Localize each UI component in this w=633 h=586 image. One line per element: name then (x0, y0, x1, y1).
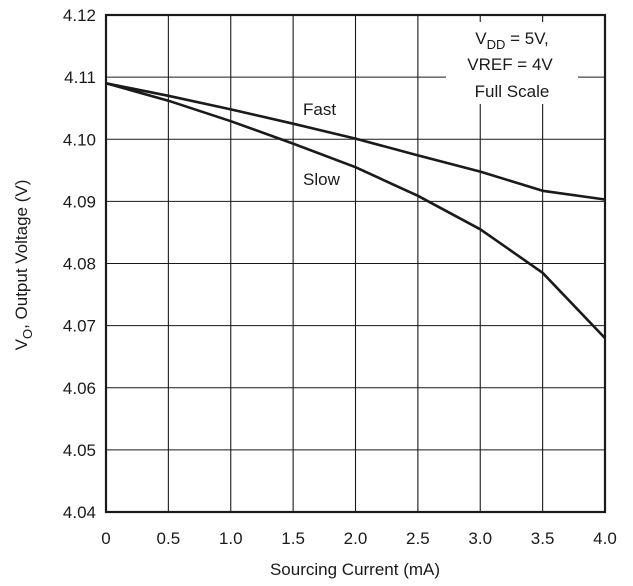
y-tick-label: 4.12 (63, 6, 96, 25)
series-lines: Fast Slow (105, 82, 606, 339)
y-axis-title: VO, Output Voltage (V) (12, 180, 35, 351)
x-tick-label: 0.5 (157, 529, 181, 548)
series-line-slow (105, 82, 606, 339)
annotation-vdd-subscript: DD (487, 37, 506, 52)
annotation-line-vref: VREF = 4V (467, 55, 553, 74)
y-axis-title-symbol: V (12, 338, 31, 350)
y-tick-label: 4.05 (63, 441, 96, 460)
x-tick-label: 1.5 (281, 529, 305, 548)
annotation-vdd-value: = 5V, (505, 29, 548, 48)
plot-frame (104, 13, 607, 514)
y-axis-title-subscript: O (20, 329, 35, 339)
annotation-line-fullscale: Full Scale (475, 82, 550, 101)
y-tick-label: 4.04 (63, 503, 96, 522)
x-tick-label: 2.0 (344, 529, 368, 548)
series-line-fast (105, 82, 606, 201)
x-tick-label: 1.0 (219, 529, 243, 548)
series-label-slow: Slow (303, 170, 341, 189)
y-tick-label: 4.09 (63, 192, 96, 211)
series-label-fast: Fast (303, 100, 336, 119)
y-tick-label: 4.06 (63, 379, 96, 398)
y-tick-label: 4.07 (63, 317, 96, 336)
x-tick-labels: 0 0.5 1.0 1.5 2.0 2.5 3.0 3.5 4.0 (101, 529, 617, 548)
y-tick-label: 4.10 (63, 130, 96, 149)
y-tick-label: 4.11 (64, 68, 96, 87)
annotation-line-vdd: VDD = 5V, (475, 29, 548, 52)
annotation-vdd-symbol: V (475, 29, 487, 48)
x-tick-label: 3.0 (468, 529, 492, 548)
x-tick-label: 4.0 (593, 529, 617, 548)
x-axis-title: Sourcing Current (mA) (270, 560, 440, 579)
x-tick-label: 3.5 (531, 529, 555, 548)
y-tick-labels: 4.04 4.05 4.06 4.07 4.08 4.09 4.10 4.11 4.12 (63, 6, 96, 522)
x-tick-label: 0 (101, 529, 110, 548)
y-axis-title-rest: , Output Voltage (V) (12, 180, 31, 329)
x-tick-label: 2.5 (406, 529, 430, 548)
y-tick-label: 4.08 (63, 255, 96, 274)
annotation-background (446, 22, 578, 104)
